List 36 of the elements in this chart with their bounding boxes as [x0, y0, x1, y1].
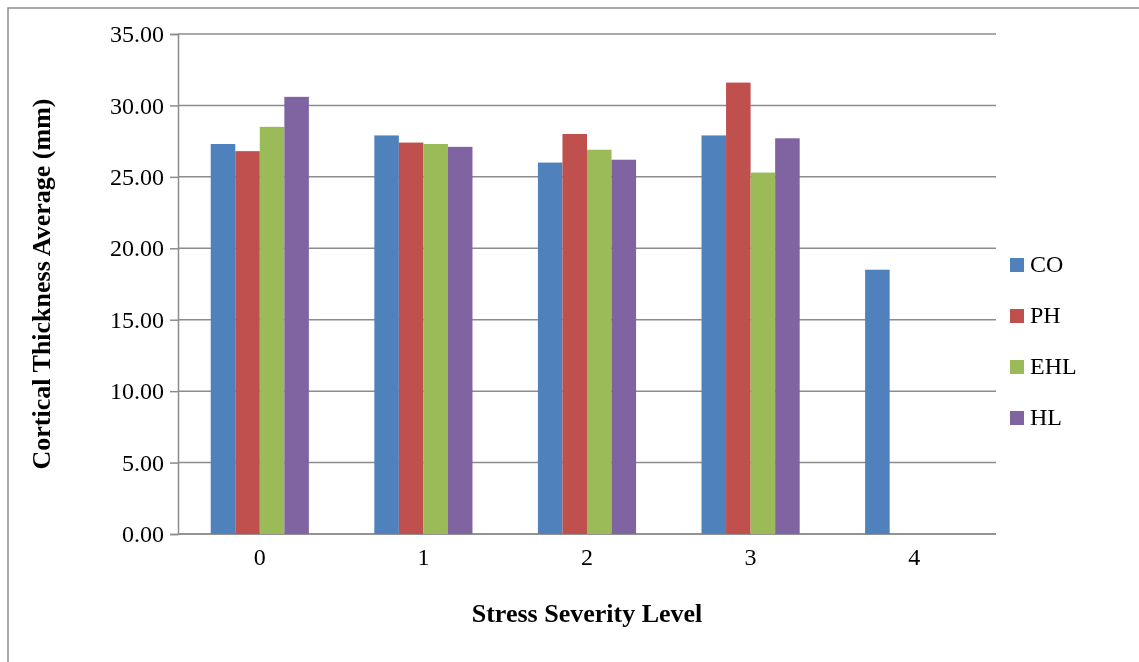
- x-tick-label: 3: [744, 544, 757, 571]
- y-tick-label: 20.00: [110, 235, 164, 262]
- y-tick-label: 5.00: [122, 449, 164, 476]
- bar: [865, 269, 890, 534]
- bar: [235, 151, 260, 534]
- y-tick-label: 25.00: [110, 164, 164, 191]
- y-tick-label: 15.00: [110, 306, 164, 333]
- y-tick-label: 10.00: [110, 378, 164, 405]
- bar: [423, 144, 448, 534]
- bar: [611, 159, 637, 534]
- bar: [750, 172, 776, 534]
- y-axis-title: Cortical Thickness Average (mm): [27, 98, 56, 470]
- bar: [259, 126, 285, 534]
- x-tick-label: 2: [581, 544, 593, 571]
- bar: [701, 135, 727, 534]
- x-tick-label: 4: [908, 544, 921, 571]
- legend-label: HL: [1030, 404, 1062, 430]
- bar: [726, 82, 751, 534]
- bar: [398, 142, 424, 534]
- y-tick-label: 0.00: [122, 521, 164, 548]
- legend-label: PH: [1030, 302, 1061, 328]
- bar: [210, 144, 236, 534]
- bar: [562, 134, 587, 534]
- bar: [447, 146, 473, 534]
- legend-label: CO: [1030, 251, 1064, 277]
- y-tick-label: 35.00: [110, 21, 164, 48]
- bar: [587, 149, 612, 534]
- bar: [775, 138, 800, 534]
- bar: [537, 162, 563, 534]
- x-tick-label: 1: [417, 544, 430, 571]
- y-tick-label: 30.00: [110, 92, 164, 119]
- bar: [374, 135, 399, 534]
- legend-label: EHL: [1030, 353, 1077, 379]
- x-tick-label: 0: [253, 544, 266, 571]
- x-axis-title: Stress Severity Level: [471, 599, 703, 628]
- bar: [284, 96, 309, 534]
